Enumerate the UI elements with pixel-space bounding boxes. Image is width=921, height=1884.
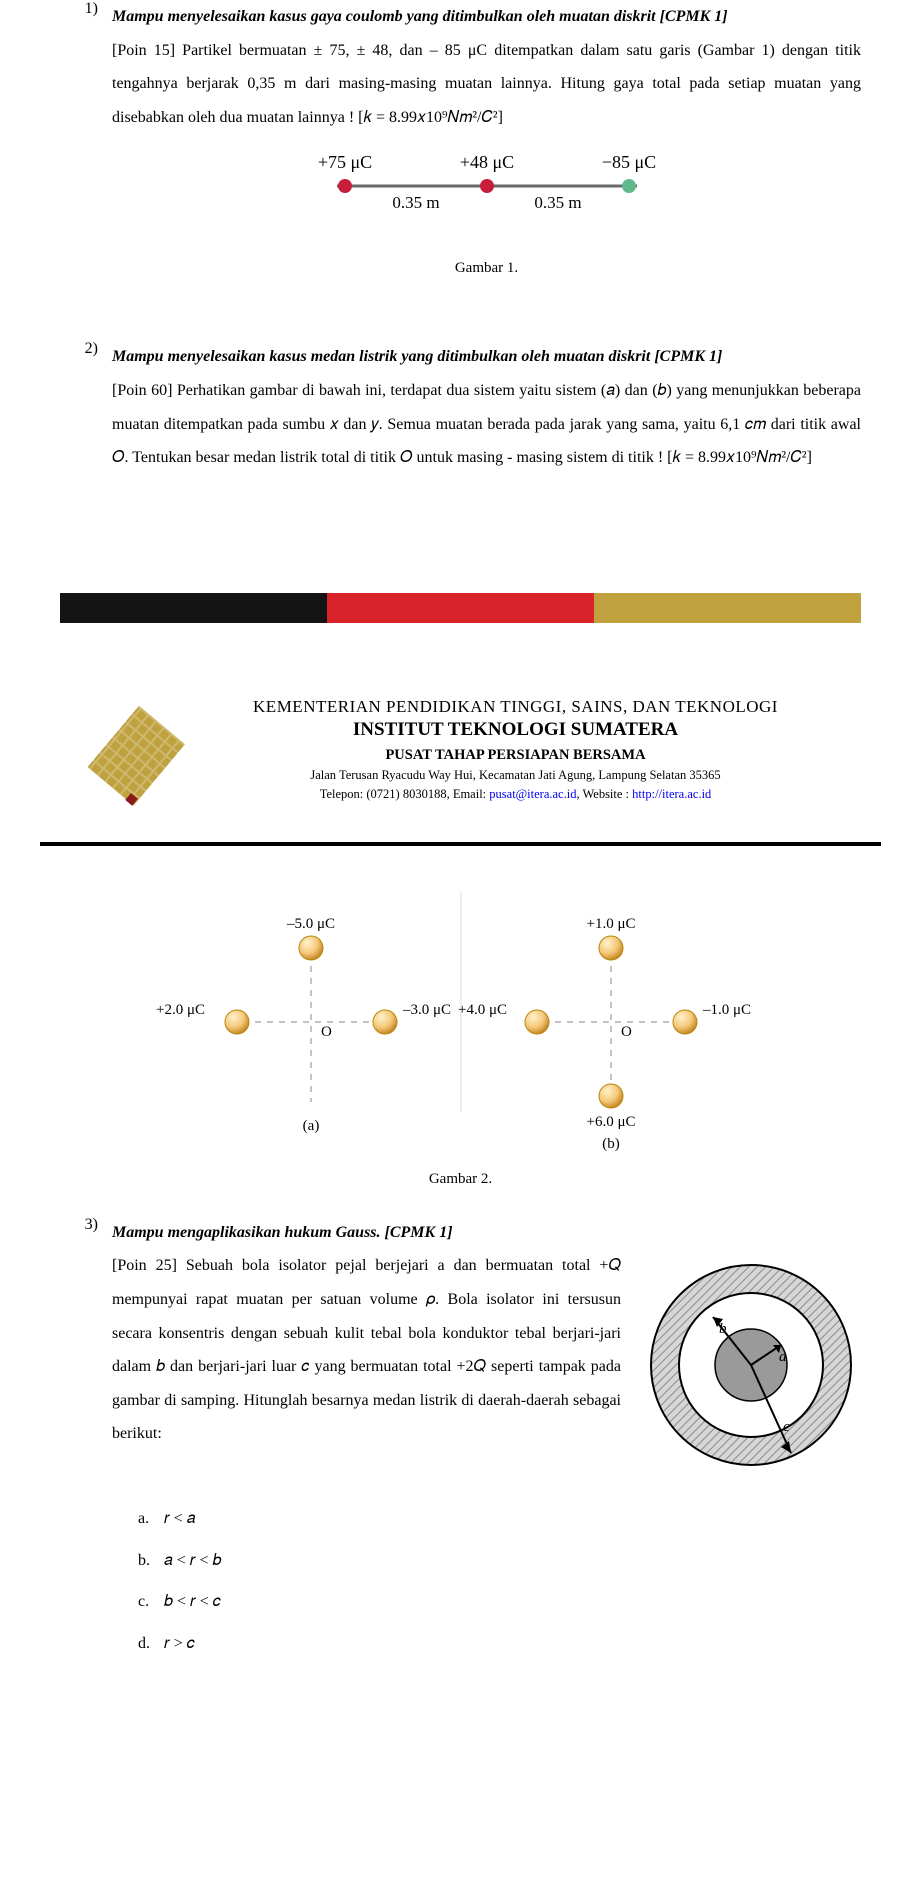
- fig2a-label-right: –3.0 μC: [402, 1002, 451, 1018]
- bar-seg-3: [594, 593, 861, 623]
- fig3-label-c: c: [783, 1419, 790, 1435]
- fig2b-charge-bottom: [599, 1084, 623, 1108]
- hdr-line-4a: Jalan Terusan Ryacudu Way Hui, Kecamatan…: [210, 768, 821, 783]
- figure-1-label-right: −85 μC: [601, 152, 655, 172]
- fig2a-label-top: –5.0 μC: [285, 916, 334, 932]
- q3-sub-c: c.𝑏 < 𝑟 < 𝑐: [138, 1581, 861, 1623]
- fig2a-origin: O: [321, 1024, 332, 1040]
- figure-1-charge-mid: [480, 179, 494, 193]
- page-1: 1) Mampu menyelesaikan kasus gaya coulom…: [0, 0, 921, 523]
- hdr-phone: Telepon: (0721) 8030188, Email:: [320, 787, 490, 801]
- q3-sub-b-text: 𝑎 < 𝑟 < 𝑏: [164, 1540, 221, 1582]
- fig2a-label-left: +2.0 μC: [155, 1002, 204, 1018]
- question-2-title: Mampu menyelesaikan kasus medan listrik …: [112, 348, 722, 365]
- q3-sub-d: d.𝑟 > 𝑐: [138, 1623, 861, 1665]
- q3-sub-c-label: c.: [138, 1581, 164, 1623]
- question-2-text: [Poin 60] Perhatikan gambar di bawah ini…: [112, 382, 861, 466]
- fig2b-label-top: +1.0 μC: [586, 916, 635, 932]
- fig2b-charge-left: [525, 1010, 549, 1034]
- fig2b-charge-top: [599, 936, 623, 960]
- fig2b-charge-right: [673, 1010, 697, 1034]
- hdr-mid: , Website :: [576, 787, 632, 801]
- figure-3-svg: a b c: [641, 1255, 861, 1475]
- q3-sub-d-label: d.: [138, 1623, 164, 1665]
- q3-sub-d-text: 𝑟 > 𝑐: [164, 1623, 195, 1665]
- question-3-body: Mampu mengaplikasikan hukum Gauss. [CPMK…: [112, 1216, 861, 1665]
- fig2a-charge-top: [299, 936, 323, 960]
- question-1: 1) Mampu menyelesaikan kasus gaya coulom…: [60, 0, 861, 332]
- hdr-website-link[interactable]: http://itera.ac.id: [632, 787, 711, 801]
- figure-2-system-b: O +1.0 μC +4.0 μC –1.0 μC +6.0 μC (b): [457, 916, 750, 1152]
- bar-seg-1: [60, 593, 327, 623]
- q3-sub-b: b.𝑎 < 𝑟 < 𝑏: [138, 1540, 861, 1582]
- figure-1-charge-left: [338, 179, 352, 193]
- page-2: O –5.0 μC +2.0 μC –3.0 μC (a) O: [0, 846, 921, 1713]
- figure-1-dist-1: 0.35 m: [392, 193, 439, 212]
- fig2b-origin: O: [621, 1024, 632, 1040]
- figure-2-svg: O –5.0 μC +2.0 μC –3.0 μC (a) O: [151, 882, 771, 1162]
- figure-2: O –5.0 μC +2.0 μC –3.0 μC (a) O: [60, 882, 861, 1167]
- fig2b-label-right: –1.0 μC: [702, 1002, 751, 1018]
- question-2-body: Mampu menyelesaikan kasus medan listrik …: [112, 340, 861, 474]
- q3-sub-a: a.𝑟 < 𝑎: [138, 1498, 861, 1540]
- figure-1-label-left: +75 μC: [317, 152, 371, 172]
- question-1-text: [Poin 15] Partikel bermuatan ± 75, ± 48,…: [112, 42, 861, 126]
- fig2a-charge-right: [373, 1010, 397, 1034]
- figure-2-system-a: O –5.0 μC +2.0 μC –3.0 μC (a): [155, 916, 450, 1134]
- page-gap: [0, 623, 921, 683]
- question-3-sublist: a.𝑟 < 𝑎 b.𝑎 < 𝑟 < 𝑏 c.𝑏 < 𝑟 < 𝑐 d.𝑟 > 𝑐: [138, 1498, 861, 1664]
- hdr-line-1: KEMENTERIAN PENDIDIKAN TINGGI, SAINS, DA…: [210, 697, 821, 717]
- fig3-label-b: b: [719, 1321, 727, 1337]
- question-1-title: Mampu menyelesaikan kasus gaya coulomb y…: [112, 8, 728, 25]
- figure-1-svg: +75 μC +48 μC −85 μC 0.35 m 0.35 m: [297, 146, 677, 226]
- tri-color-bar: [60, 593, 861, 623]
- hdr-line-3: PUSAT TAHAP PERSIAPAN BERSAMA: [210, 747, 821, 764]
- fig2b-label-bottom: +6.0 μC: [586, 1114, 635, 1130]
- figure-1-label-mid: +48 μC: [459, 152, 513, 172]
- fig2b-label-left: +4.0 μC: [457, 1002, 506, 1018]
- bar-seg-2: [327, 593, 594, 623]
- fig2b-caption: (b): [602, 1136, 620, 1152]
- fig3-label-a: a: [779, 1349, 787, 1365]
- logo: [80, 697, 210, 832]
- figure-3: a b c: [641, 1255, 861, 1488]
- q3-sub-a-text: 𝑟 < 𝑎: [164, 1498, 195, 1540]
- hdr-line-2: INSTITUT TEKNOLOGI SUMATERA: [210, 719, 821, 741]
- fig2a-caption: (a): [302, 1118, 319, 1134]
- question-3-title: Mampu mengaplikasikan hukum Gauss. [CPMK…: [112, 1224, 453, 1241]
- figure-1-caption: Gambar 1.: [112, 253, 861, 285]
- question-2-number: 2): [60, 340, 112, 474]
- q3-sub-b-label: b.: [138, 1540, 164, 1582]
- figure-1-dist-2: 0.35 m: [534, 193, 581, 212]
- hdr-email-link[interactable]: pusat@itera.ac.id: [489, 787, 576, 801]
- question-1-body: Mampu menyelesaikan kasus gaya coulomb y…: [112, 0, 861, 332]
- logo-svg: [80, 697, 210, 827]
- question-3-number: 3): [60, 1216, 112, 1665]
- question-3-text: [Poin 25] Sebuah bola isolator pejal ber…: [112, 1257, 621, 1442]
- figure-1-charge-right: [622, 179, 636, 193]
- question-1-number: 1): [60, 0, 112, 332]
- question-3: 3) Mampu mengaplikasikan hukum Gauss. [C…: [60, 1216, 861, 1665]
- question-2: 2) Mampu menyelesaikan kasus medan listr…: [60, 340, 861, 474]
- fig2a-charge-left: [225, 1010, 249, 1034]
- q3-sub-c-text: 𝑏 < 𝑟 < 𝑐: [164, 1581, 221, 1623]
- letterhead-text: KEMENTERIAN PENDIDIKAN TINGGI, SAINS, DA…: [210, 697, 821, 802]
- hdr-line-4b: Telepon: (0721) 8030188, Email: pusat@it…: [210, 787, 821, 802]
- q3-sub-a-label: a.: [138, 1498, 164, 1540]
- figure-2-caption: Gambar 2.: [60, 1171, 861, 1188]
- figure-1: +75 μC +48 μC −85 μC 0.35 m 0.35 m: [112, 146, 861, 239]
- letterhead: KEMENTERIAN PENDIDIKAN TINGGI, SAINS, DA…: [40, 683, 881, 846]
